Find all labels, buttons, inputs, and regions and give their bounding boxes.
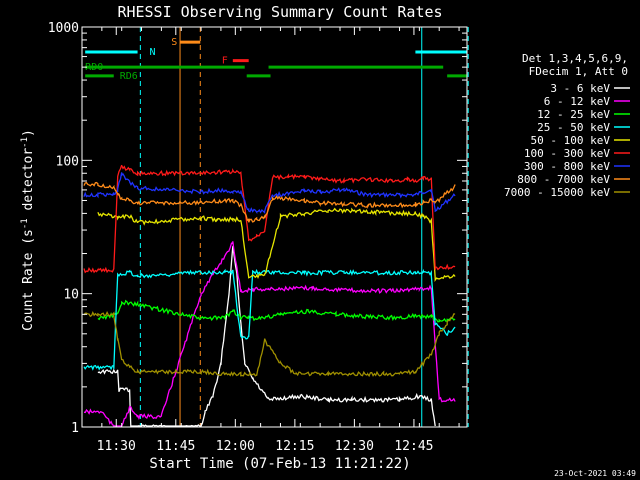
y-tick-label: 1000 — [48, 21, 79, 36]
legend-label: 12 - 25 keV — [537, 108, 610, 121]
x-axis-label: Start Time (07-Feb-13 11:21:22) — [149, 456, 410, 472]
legend-label: 25 - 50 keV — [537, 121, 610, 134]
series-line — [83, 172, 456, 215]
legend-label: 800 - 7000 keV — [517, 173, 610, 186]
x-tick-label: 11:45 — [156, 439, 195, 454]
y-axis-label: Count Rate (s-1 detector-1) — [20, 129, 36, 331]
series-line — [83, 181, 456, 223]
flag-label: RD6 — [120, 71, 138, 82]
flag-bars: N S F RD0 RD6 — [85, 37, 467, 82]
series-line — [97, 207, 456, 282]
series-line — [97, 299, 456, 323]
series-line — [83, 164, 456, 274]
legend-header: Det 1,3,4,5,6,9, — [522, 52, 628, 65]
plot-frame — [81, 26, 468, 428]
axes: 11:30 11:45 12:00 12:15 12:30 12:45 1 10 100 1000 — [48, 21, 467, 454]
x-tick-label: 12:45 — [394, 439, 433, 454]
series-line — [97, 246, 436, 427]
x-tick-label: 12:30 — [335, 439, 374, 454]
legend-label: 6 - 12 keV — [544, 95, 611, 108]
y-tick-label: 100 — [56, 154, 79, 169]
flag-label: N — [149, 47, 155, 58]
y-tick-label: 1 — [71, 421, 79, 436]
x-tick-label: 11:30 — [97, 439, 136, 454]
reference-lines — [139, 27, 469, 427]
x-tick-label: 12:00 — [216, 439, 255, 454]
legend: Det 1,3,4,5,6,9,FDecim 1, Att 0 3 - 6 keV… — [504, 52, 630, 199]
legend-label: 7000 - 15000 keV — [504, 186, 610, 199]
chart-title: RHESSI Observing Summary Count Rates — [117, 3, 442, 21]
x-tick-label: 12:15 — [275, 439, 314, 454]
flag-label: S — [171, 37, 177, 48]
y-tick-label: 10 — [63, 288, 79, 303]
timestamp: 23-Oct-2021 03:49 — [554, 469, 636, 478]
series-line — [83, 268, 456, 371]
legend-header: FDecim 1, Att 0 — [529, 65, 628, 78]
flag-label: F — [222, 56, 228, 67]
series-line — [83, 241, 456, 427]
series-layer — [83, 164, 456, 427]
legend-label: 3 - 6 keV — [550, 82, 610, 95]
flag-label: RD0 — [85, 62, 103, 73]
series-line — [83, 311, 456, 378]
legend-label: 100 - 300 keV — [524, 147, 610, 160]
legend-label: 50 - 100 keV — [531, 134, 611, 147]
legend-label: 300 - 800 keV — [524, 160, 610, 173]
